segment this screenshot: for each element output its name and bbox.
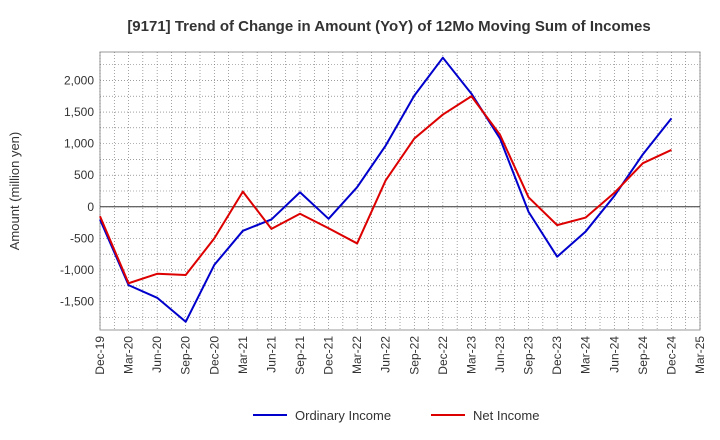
y-tick-label: 1,500 xyxy=(64,105,94,119)
x-tick-label: Dec-20 xyxy=(207,336,221,375)
x-tick-label: Sep-23 xyxy=(522,336,536,375)
x-tick-label: Dec-22 xyxy=(436,336,450,375)
y-tick-label: -1,500 xyxy=(60,295,94,309)
x-tick-label: Jun-21 xyxy=(264,336,278,373)
y-tick-label: 0 xyxy=(87,200,94,214)
x-tick-label: Mar-24 xyxy=(579,336,593,374)
y-tick-label: -1,000 xyxy=(60,263,94,277)
x-tick-label: Jun-24 xyxy=(607,336,621,373)
x-tick-label: Jun-20 xyxy=(150,336,164,373)
x-tick-label: Dec-21 xyxy=(322,336,336,375)
x-tick-label: Sep-21 xyxy=(293,336,307,375)
x-tick-label: Jun-22 xyxy=(379,336,393,373)
x-tick-label: Jun-23 xyxy=(493,336,507,373)
y-axis-label: Amount (million yen) xyxy=(7,132,22,251)
x-tick-label: Sep-24 xyxy=(636,336,650,375)
series-line-1 xyxy=(99,95,672,285)
legend-label: Ordinary Income xyxy=(295,408,391,423)
x-tick-label: Dec-19 xyxy=(93,336,107,375)
legend-label: Net Income xyxy=(473,408,539,423)
x-tick-label: Mar-21 xyxy=(236,336,250,374)
series-line-0 xyxy=(99,56,673,323)
x-tick-label: Dec-24 xyxy=(664,336,678,375)
x-tick-label: Mar-25 xyxy=(693,336,707,374)
x-tick-label: Mar-23 xyxy=(464,336,478,374)
chart-title: [9171] Trend of Change in Amount (YoY) o… xyxy=(127,18,650,35)
x-tick-label: Mar-20 xyxy=(122,336,136,374)
y-tick-label: -500 xyxy=(70,231,94,245)
y-tick-label: 2,000 xyxy=(64,73,94,87)
x-tick-label: Mar-22 xyxy=(350,336,364,374)
legend: Ordinary Income Net Income xyxy=(253,408,539,423)
x-tick-label: Dec-23 xyxy=(550,336,564,375)
y-tick-label: 500 xyxy=(74,168,94,182)
x-tick-label: Sep-22 xyxy=(407,336,421,375)
axes: 2,000 1,500 1,000 500 0 -500 -1,000 -1,500 Dec-1… xyxy=(60,73,707,374)
series-lines xyxy=(99,56,673,323)
x-tick-label: Sep-20 xyxy=(179,336,193,375)
y-tick-label: 1,000 xyxy=(64,137,94,151)
